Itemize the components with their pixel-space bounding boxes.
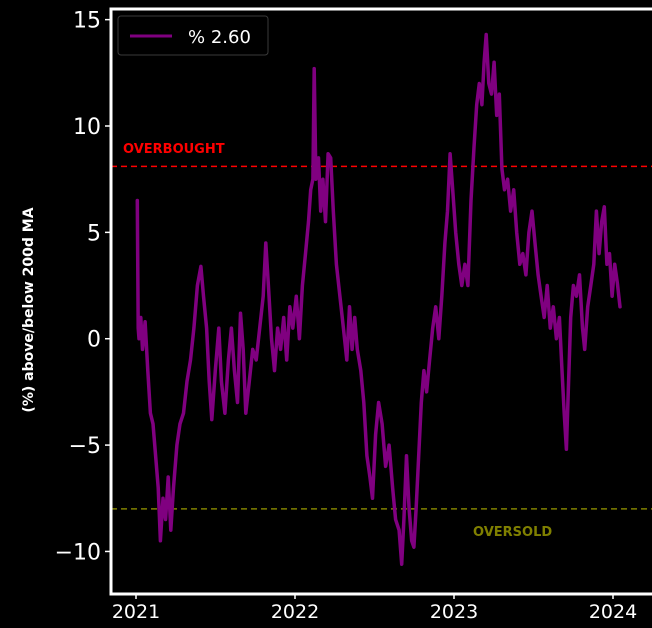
y-tick-label: 10 xyxy=(73,115,101,140)
x-tick-label: 2022 xyxy=(271,601,319,623)
legend: % 2.60 xyxy=(117,15,269,56)
x-tick-label: 2023 xyxy=(430,601,478,623)
legend-box xyxy=(117,15,269,56)
y-tick-label: 5 xyxy=(87,221,101,246)
y-tick-label: −10 xyxy=(55,540,101,565)
overbought-label: OVERBOUGHT xyxy=(123,142,225,157)
axes: −10 −5 0 5 10 15 2021 2022 2023 2024 xyxy=(55,7,652,623)
y-tick-label: 0 xyxy=(87,328,101,353)
plot-area xyxy=(111,32,652,566)
x-tick-label: 2024 xyxy=(589,601,637,623)
plot-frame xyxy=(109,7,652,596)
series-line xyxy=(135,32,622,566)
legend-label: % 2.60 xyxy=(188,27,251,48)
x-tick-label: 2021 xyxy=(112,601,160,623)
y-tick-label: 15 xyxy=(73,9,101,34)
y-tick-label: −5 xyxy=(69,434,101,459)
y-axis-label: (%) above/below 200d MA xyxy=(21,207,37,412)
oversold-label: OVERSOLD xyxy=(473,525,552,540)
